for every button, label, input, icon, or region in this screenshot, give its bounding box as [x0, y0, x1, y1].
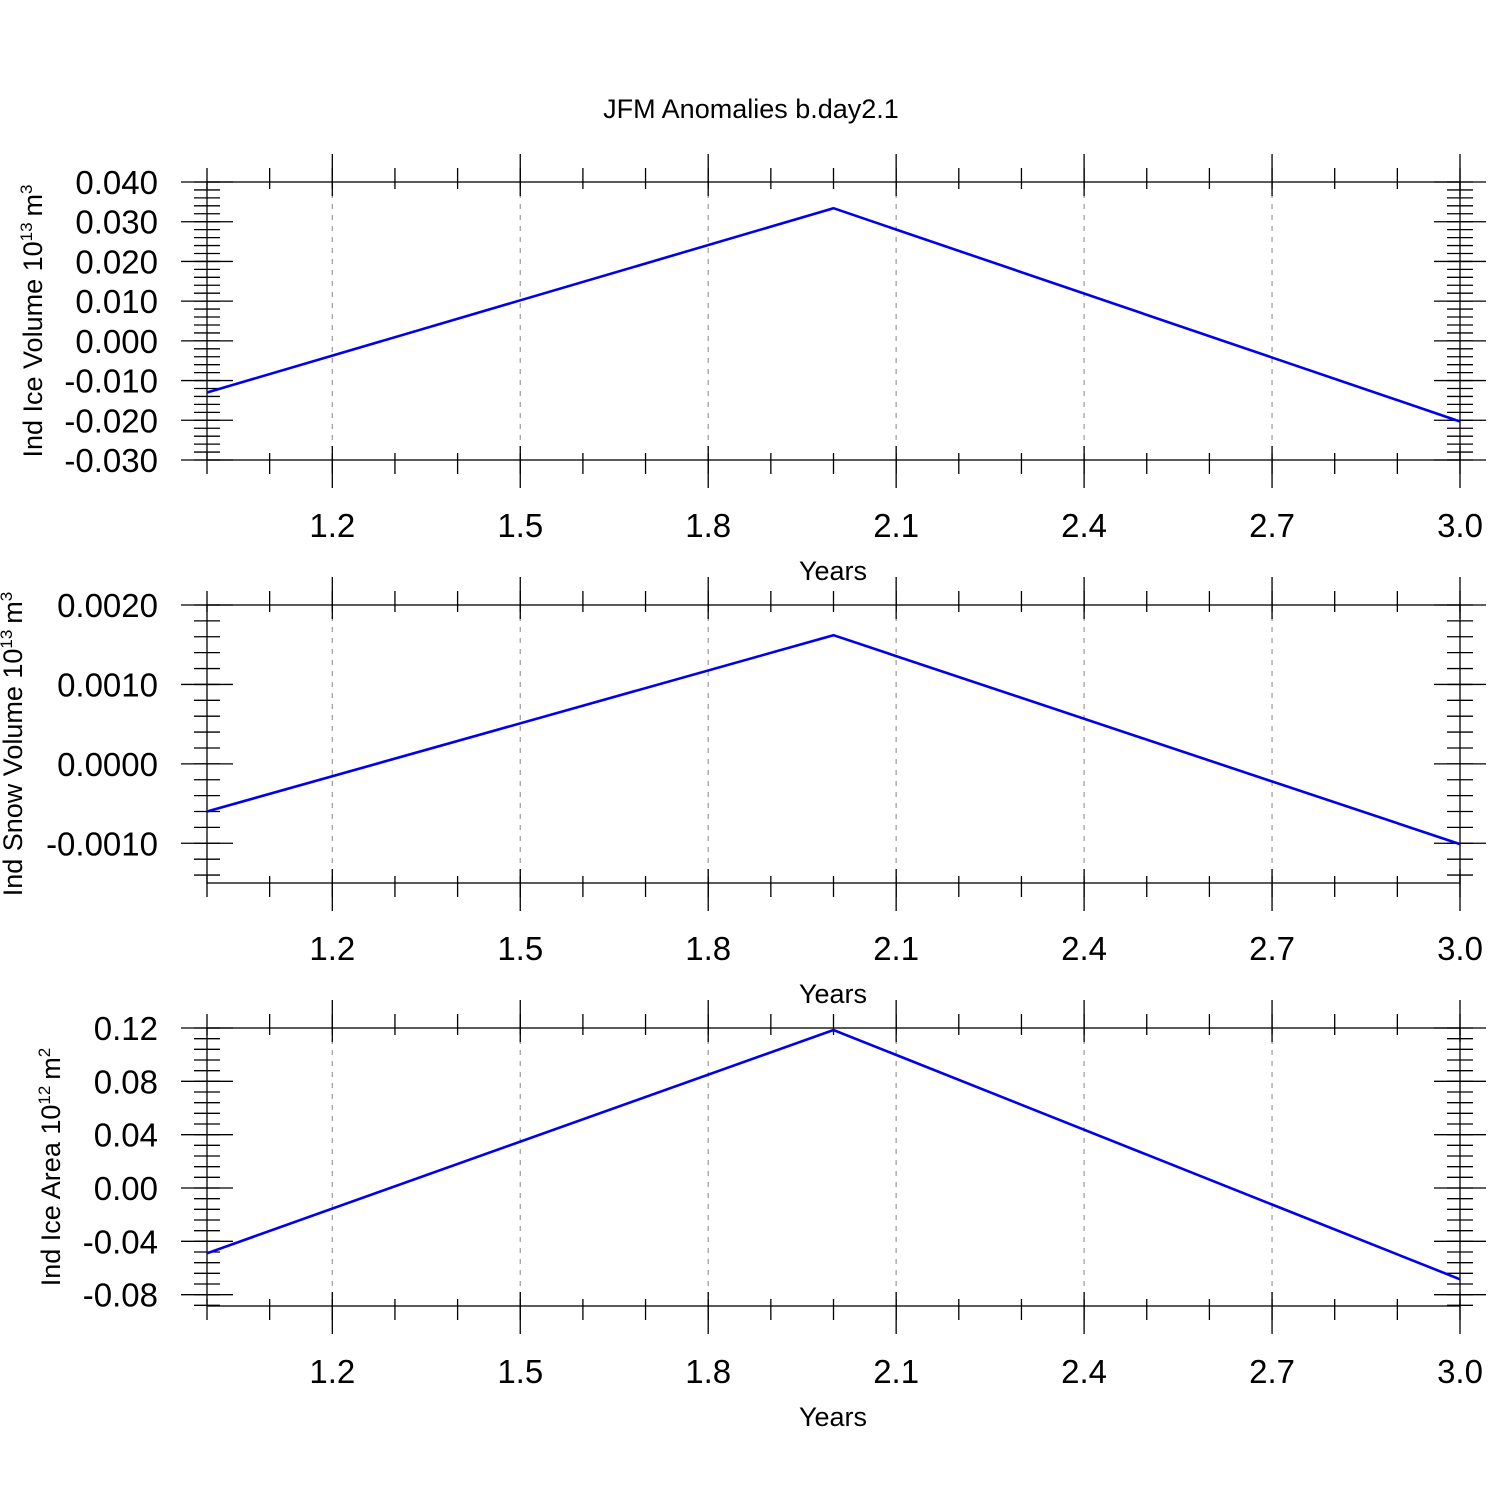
- chart-panel-2: 1.2 1.5 1.8 2.1 2.4 2.7 3.0 -0.0010 0.0000 0.0010…: [0, 577, 1486, 1009]
- y-tick-label: -0.010: [64, 363, 158, 400]
- chart-panels: 1.2 1.5 1.8 2.1 2.4 2.7 3.0-0.030-0.020-0.0100…: [0, 154, 1486, 1432]
- x-tick-label: 2.1: [873, 1353, 919, 1390]
- y-tick-label: -0.04: [83, 1223, 158, 1260]
- x-tick-label: 1.2: [309, 1353, 355, 1390]
- x-tick-label: 2.1: [873, 930, 919, 967]
- y-axis-label-unit: m: [18, 194, 48, 217]
- x-tick-label: 2.7: [1249, 1353, 1295, 1390]
- x-tick-label: 1.8: [685, 507, 731, 544]
- x-tick-label: 2.1: [873, 507, 919, 544]
- x-tick-label: 3.0: [1437, 507, 1483, 544]
- series-line: [206, 206, 1461, 423]
- plot-frame: [206, 181, 1461, 461]
- y-tick-label: 0.0000: [57, 746, 158, 783]
- series-line: [206, 1028, 1461, 1281]
- plot-frame: [206, 604, 1461, 884]
- x-tick-label: 2.4: [1061, 507, 1107, 544]
- y-tick-label: 0.04: [94, 1117, 158, 1154]
- y-tick-label: 0.010: [75, 283, 158, 320]
- x-tick-label: 1.8: [685, 1353, 731, 1390]
- y-tick-label: 0.12: [94, 1010, 158, 1047]
- x-tick-label: 1.5: [497, 930, 543, 967]
- x-tick-label: 2.4: [1061, 1353, 1107, 1390]
- x-tick-label: 1.2: [309, 507, 355, 544]
- x-axis-label: Years: [799, 979, 867, 1009]
- series-line: [206, 633, 1461, 846]
- x-tick-label: 1.2: [309, 930, 355, 967]
- chart-panel-3: 1.2 1.5 1.8 2.1 2.4 2.7 3.0 -0.08 -0.04 0.00 0.04 0…: [35, 1000, 1486, 1432]
- y-axis-label-unit: m: [0, 601, 28, 624]
- x-tick-label: 1.5: [497, 507, 543, 544]
- x-tick-label: 2.4: [1061, 930, 1107, 967]
- y-tick-label: 0.08: [94, 1063, 158, 1100]
- y-axis-label-unit-exponent: 3: [17, 184, 36, 193]
- chart-title: JFM Anomalies b.day2.1: [603, 94, 899, 124]
- y-tick-label: -0.030: [64, 442, 158, 479]
- plot-frame: [206, 1027, 1461, 1307]
- y-axis-label-exponent: 13: [17, 222, 36, 241]
- y-axis-label: Ind Ice Volume 1013 m3: [17, 184, 48, 457]
- y-tick-label: 0.020: [75, 243, 158, 280]
- y-tick-label: 0.00: [94, 1170, 158, 1207]
- x-tick-label: 2.7: [1249, 930, 1295, 967]
- y-tick-label: 0.0010: [57, 666, 158, 703]
- x-tick-label: 2.7: [1249, 507, 1295, 544]
- y-tick-label: 0.030: [75, 204, 158, 241]
- x-tick-label: 3.0: [1437, 930, 1483, 967]
- y-axis-label-text: Ind Ice Volume 10: [18, 241, 48, 457]
- y-axis-label-exponent: 12: [35, 1086, 54, 1105]
- y-tick-label: 0.0020: [57, 587, 158, 624]
- y-axis-label: Ind Snow Volume 1013 m3: [0, 592, 28, 897]
- y-axis-label: Ind Ice Area 1012 m2: [35, 1048, 66, 1287]
- y-tick-label: -0.0010: [46, 825, 158, 862]
- y-axis-label-text: Ind Ice Area 10: [36, 1105, 66, 1287]
- y-axis-label-unit-exponent: 3: [0, 592, 16, 601]
- y-axis-label-text: Ind Snow Volume 10: [0, 649, 28, 897]
- x-tick-label: 3.0: [1437, 1353, 1483, 1390]
- chart-panel-1: 1.2 1.5 1.8 2.1 2.4 2.7 3.0-0.030-0.020-0.0100…: [17, 154, 1486, 586]
- x-axis-label: Years: [799, 556, 867, 586]
- x-tick-label: 1.5: [497, 1353, 543, 1390]
- x-tick-label: 1.8: [685, 930, 731, 967]
- y-tick-label: -0.08: [83, 1277, 158, 1314]
- y-tick-label: -0.020: [64, 402, 158, 439]
- y-axis-label-unit-exponent: 2: [35, 1048, 54, 1057]
- y-tick-label: 0.040: [75, 164, 158, 201]
- x-axis-label: Years: [799, 1402, 867, 1432]
- y-axis-label-exponent: 13: [0, 630, 16, 649]
- y-tick-label: 0.000: [75, 323, 158, 360]
- y-axis-label-unit: m: [36, 1057, 66, 1080]
